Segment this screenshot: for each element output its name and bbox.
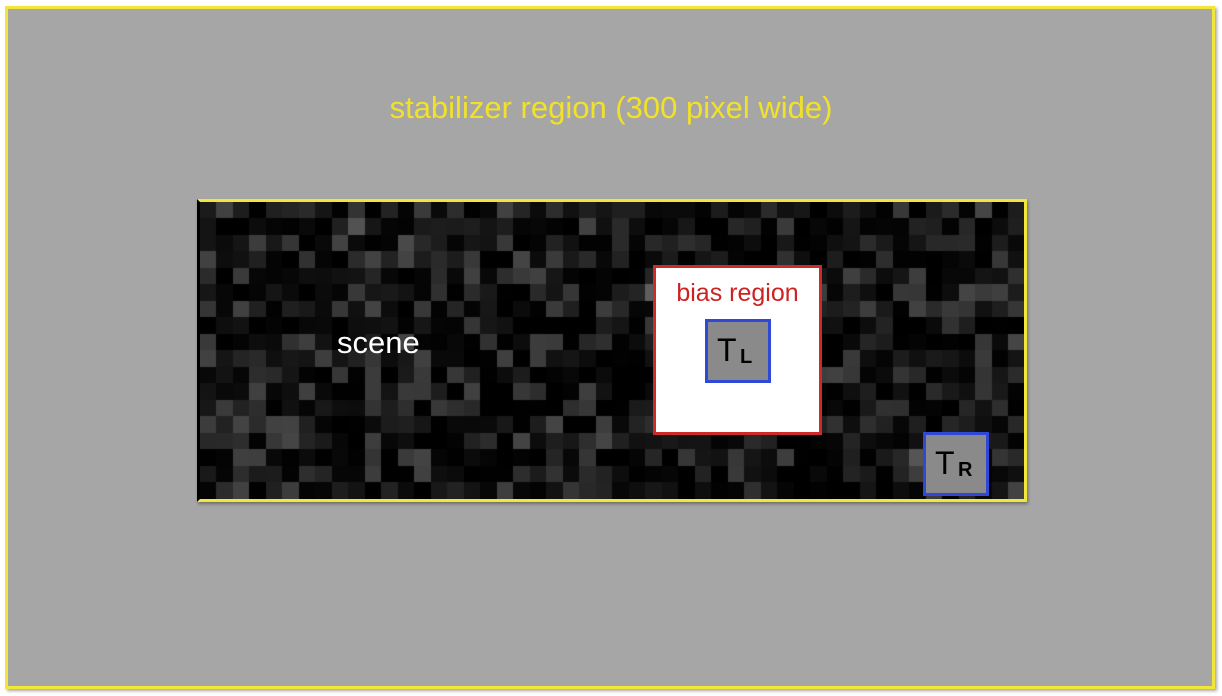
template-right: T R (923, 432, 989, 496)
template-left-subscript: L (740, 346, 753, 368)
template-right-main-label: T (935, 445, 955, 481)
bias-region-label: bias region (676, 279, 799, 307)
scene-noise-pattern (200, 202, 1024, 499)
scene-label: scene (337, 325, 420, 360)
scene-region: scene (197, 199, 1027, 502)
template-left: T L (705, 319, 771, 383)
template-left-main-label: T (717, 332, 737, 368)
stabilizer-region-label: stabilizer region (300 pixel wide) (389, 90, 833, 125)
template-right-subscript: R (958, 459, 973, 481)
